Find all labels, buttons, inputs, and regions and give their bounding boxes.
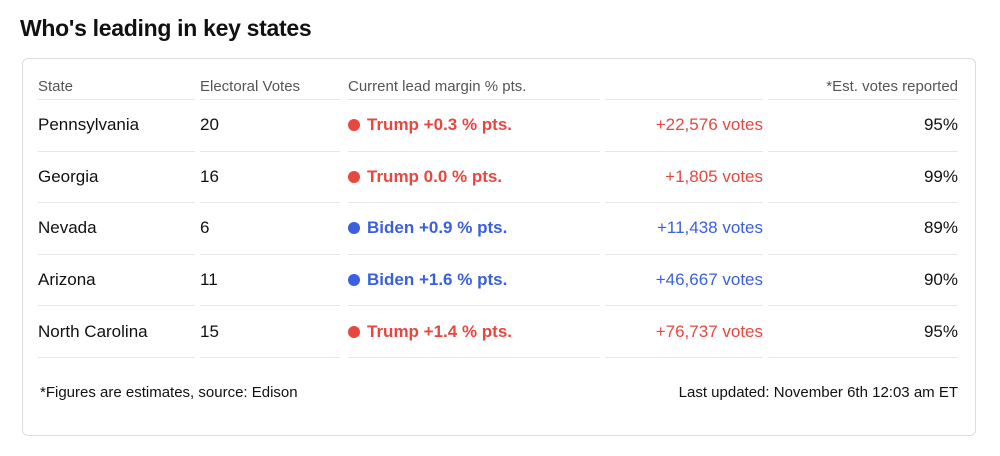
party-dot — [348, 325, 360, 338]
electoral-votes: 11 — [200, 255, 340, 307]
column-header — [605, 74, 763, 100]
electoral-votes: 20 — [200, 100, 340, 152]
title: Who's leading in key states — [20, 15, 312, 41]
lead-margin: Trump 0.0 % pts. — [367, 166, 503, 186]
lead-margin: Trump +1.4 % pts. — [367, 321, 513, 341]
lead-margin: Biden +0.9 % pts. — [367, 218, 508, 238]
lead-cell: Trump 0.0 % pts. — [348, 152, 600, 204]
vote-lead: +22,576 votes — [605, 100, 763, 152]
lead-cell: Biden +1.6 % pts. — [348, 255, 600, 307]
votes-reported: 95% — [768, 100, 958, 152]
party-dot — [348, 274, 360, 287]
column-header: State — [38, 74, 195, 100]
electoral-votes: 16 — [200, 152, 340, 204]
party-dot — [348, 170, 360, 183]
lead-margin: Biden +1.6 % pts. — [367, 270, 508, 290]
vote-lead: +76,737 votes — [605, 306, 763, 358]
table-card — [22, 58, 976, 436]
votes-reported: 90% — [768, 255, 958, 307]
column-header: Current lead margin % pts. — [348, 74, 600, 100]
state-name: Nevada — [38, 203, 195, 255]
state-name: Pennsylvania — [38, 100, 195, 152]
lead-cell: Trump +1.4 % pts. — [348, 306, 600, 358]
column-header: *Est. votes reported — [768, 74, 958, 100]
party-dot — [348, 222, 360, 235]
party-dot — [348, 119, 360, 132]
lead-cell: Biden +0.9 % pts. — [348, 203, 600, 255]
column-header: Electoral Votes — [200, 74, 340, 100]
lead-cell: Trump +0.3 % pts. — [348, 100, 600, 152]
vote-lead: +46,667 votes — [605, 255, 763, 307]
state-name: Arizona — [38, 255, 195, 307]
electoral-votes: 15 — [200, 306, 340, 358]
votes-reported: 99% — [768, 152, 958, 204]
last-updated: Last updated: November 6th 12:03 am ET — [678, 384, 958, 401]
state-name: Georgia — [38, 152, 195, 204]
vote-lead: +11,438 votes — [605, 203, 763, 255]
votes-reported: 89% — [768, 203, 958, 255]
vote-lead: +1,805 votes — [605, 152, 763, 204]
source-note: *Figures are estimates, source: Edison — [40, 384, 298, 401]
state-name: North Carolina — [38, 306, 195, 358]
lead-margin: Trump +0.3 % pts. — [367, 115, 513, 135]
votes-reported: 95% — [768, 306, 958, 358]
electoral-votes: 6 — [200, 203, 340, 255]
